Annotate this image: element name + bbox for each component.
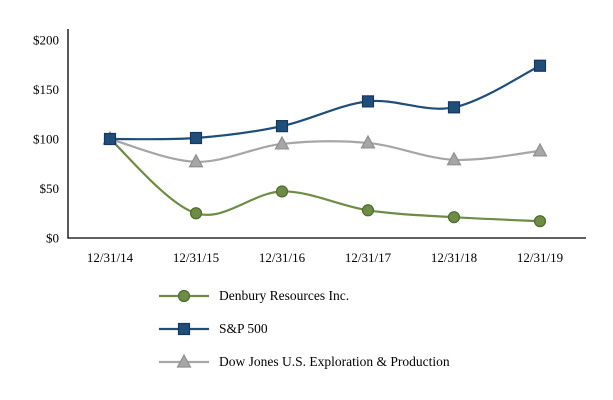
svg-text:12/31/18: 12/31/18 [431, 250, 477, 265]
svg-text:$0: $0 [46, 231, 59, 246]
legend-item-denbury: Denbury Resources Inc. [158, 286, 613, 306]
svg-text:12/31/15: 12/31/15 [173, 250, 219, 265]
svg-text:$200: $200 [33, 33, 59, 48]
svg-text:12/31/19: 12/31/19 [517, 250, 563, 265]
legend-item-dowjones: Dow Jones U.S. Exploration & Production [158, 352, 613, 372]
legend-swatch-circle [159, 289, 209, 303]
legend-label-denbury: Denbury Resources Inc. [219, 288, 350, 303]
svg-text:$150: $150 [33, 82, 59, 97]
performance-plot: $0 $50 $100 $150 $200 12/31/14 12/31/15 12/31/1… [33, 29, 586, 265]
chart-legend: Denbury Resources Inc. S&P 500 Dow Jones… [158, 286, 613, 372]
svg-text:12/31/14: 12/31/14 [87, 250, 134, 265]
legend-label-dowjones: Dow Jones U.S. Exploration & Production [219, 354, 450, 369]
svg-text:$100: $100 [33, 132, 59, 147]
legend-label-sp500: S&P 500 [219, 321, 268, 336]
legend-item-sp500: S&P 500 [158, 319, 613, 339]
svg-text:12/31/16: 12/31/16 [259, 250, 306, 265]
svg-text:12/31/17: 12/31/17 [345, 250, 392, 265]
legend-swatch-triangle [159, 353, 209, 368]
legend-swatch-square [159, 322, 209, 336]
svg-text:$50: $50 [40, 181, 60, 196]
